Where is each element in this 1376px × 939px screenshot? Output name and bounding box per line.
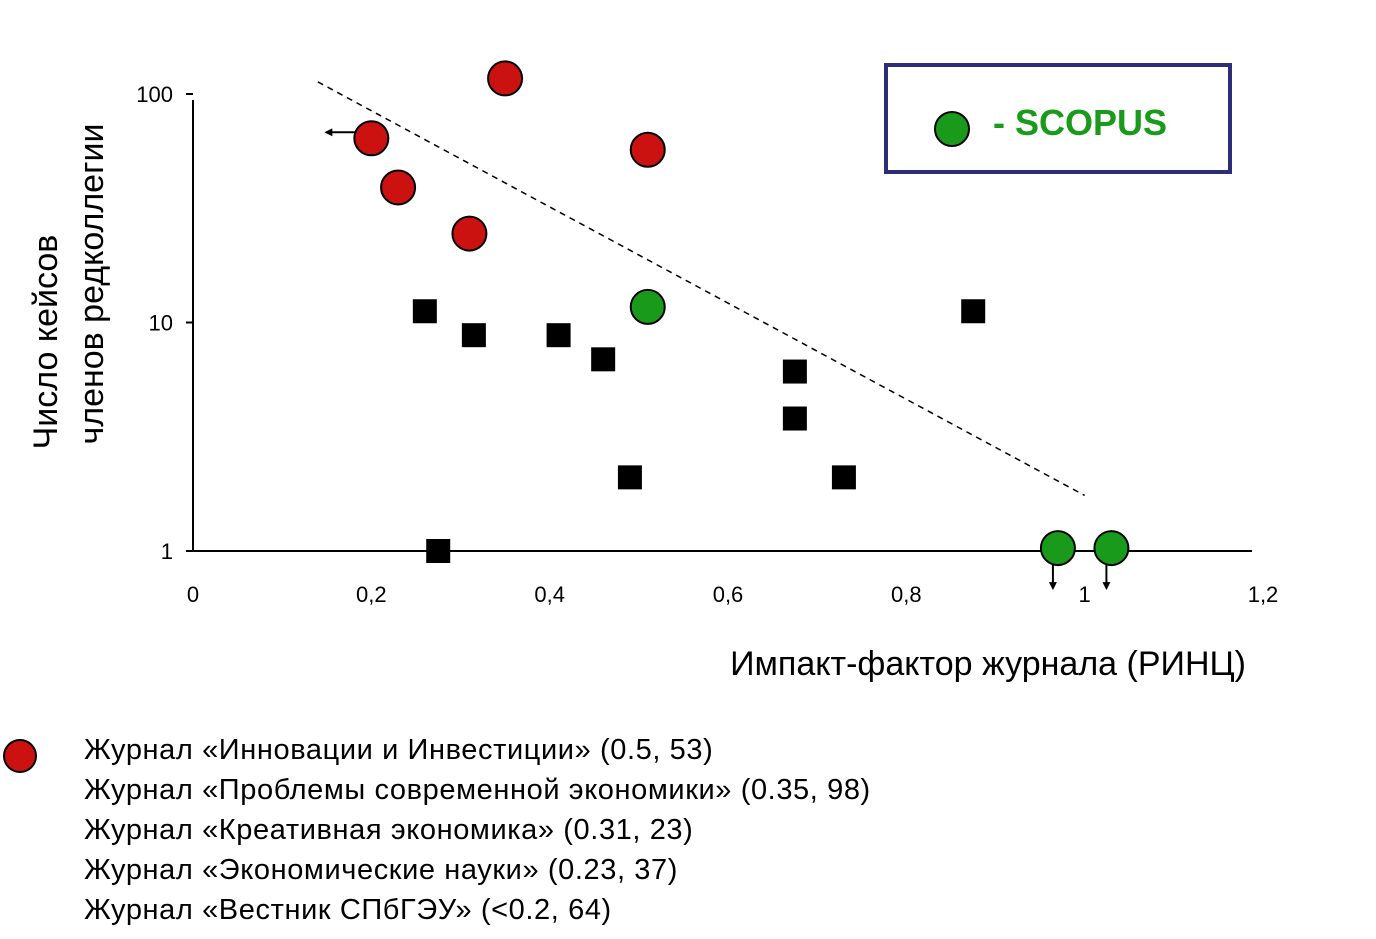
red-circle-point (353, 120, 390, 157)
x-tick-label: 0,6 (713, 582, 744, 607)
x-tick-label: 1,2 (1248, 582, 1279, 607)
red-circle-point (487, 60, 524, 97)
y-axis-title: Число кейсов членов редколлегии (27, 124, 111, 450)
x-tick-label: 0,4 (534, 582, 565, 607)
y-tick-label: 1 (161, 539, 173, 564)
square-point (591, 347, 616, 372)
journal-notes: Журнал «Инновации и Инвестиции» (0.5, 53… (84, 730, 871, 930)
x-axis-title: Импакт-фактор журнала (РИНЦ) (730, 645, 1246, 683)
x-tick-label: 1 (1079, 582, 1091, 607)
note-item: Журнал «Инновации и Инвестиции» (0.5, 53… (84, 734, 714, 766)
y-axis-title-line-1: Число кейсов (27, 235, 65, 450)
red-circle-icon (3, 739, 37, 773)
red-circle-point (451, 215, 488, 252)
square-point (546, 323, 571, 348)
square-point (831, 465, 856, 490)
green-circle-point (1093, 530, 1130, 567)
x-tick-label: 0,8 (891, 582, 922, 607)
note-item: Журнал «Креативная экономика» (0.31, 23) (84, 814, 694, 846)
square-point (782, 359, 807, 384)
green-circle-point (1039, 530, 1076, 567)
square-point (617, 465, 642, 490)
tick-labels: 0 0,2 0,4 0,6 0,8 1 1,2 1 10 100 (136, 82, 1278, 607)
square-point (461, 323, 486, 348)
legend-box: - SCOPUS (884, 63, 1232, 174)
note-item: Журнал «Вестник СПбГЭУ» (<0.2, 64) (84, 894, 612, 926)
legend-label: - SCOPUS (993, 102, 1167, 143)
square-point (412, 299, 437, 324)
annotation-arrows (324, 128, 1111, 591)
dashed-trend-line (317, 81, 1086, 497)
square-point (426, 539, 451, 563)
data-points (353, 60, 1130, 567)
square-point (782, 406, 807, 431)
red-circle-point (629, 131, 666, 168)
x-tick-label: 0 (187, 582, 199, 607)
y-tick-label: 100 (136, 82, 173, 107)
note-item: Журнал «Экономические науки» (0.23, 37) (84, 854, 678, 886)
y-axis-title-line-2: членов редколлегии (73, 124, 111, 445)
square-point (961, 299, 986, 324)
y-tick-label: 10 (149, 311, 173, 336)
scatter-chart: 0 0,2 0,4 0,6 0,8 1 1,2 1 10 100 Число кейсов чле… (27, 60, 1278, 683)
red-circle-point (380, 169, 417, 206)
green-circle-point (629, 288, 666, 325)
legend-green-circle-icon (934, 111, 970, 147)
x-tick-label: 0,2 (356, 582, 387, 607)
note-item: Журнал «Проблемы современной экономики» … (84, 774, 871, 806)
